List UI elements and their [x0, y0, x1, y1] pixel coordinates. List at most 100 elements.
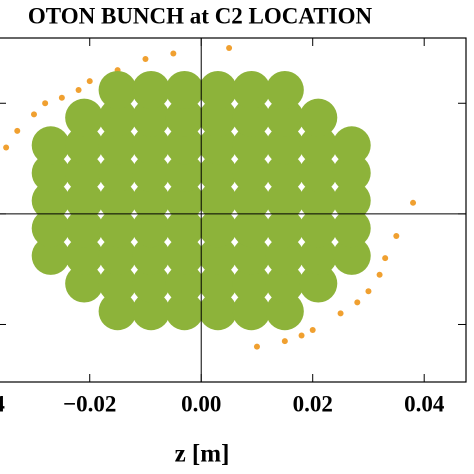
x-tick-label: 0.02 — [293, 391, 333, 416]
point — [410, 199, 417, 206]
point — [132, 209, 171, 248]
point — [298, 332, 305, 339]
point — [198, 292, 237, 331]
point — [198, 153, 237, 192]
point — [299, 98, 338, 137]
point — [132, 236, 171, 275]
point — [232, 264, 271, 303]
point — [31, 236, 70, 275]
point — [232, 236, 271, 275]
point — [232, 181, 271, 220]
point — [198, 126, 237, 165]
point — [382, 255, 389, 262]
point — [365, 288, 372, 295]
point — [165, 264, 204, 303]
point — [165, 153, 204, 192]
point — [232, 70, 271, 109]
point — [332, 181, 371, 220]
point — [30, 111, 37, 118]
point — [31, 181, 70, 220]
point — [65, 98, 104, 137]
chart-title: OTON BUNCH at C2 LOCATION — [28, 3, 373, 28]
x-tick-label: −0.02 — [63, 391, 116, 416]
point — [3, 144, 10, 151]
point — [86, 78, 93, 85]
point — [165, 292, 204, 331]
point — [132, 70, 171, 109]
point — [132, 98, 171, 137]
point — [232, 209, 271, 248]
point — [58, 94, 65, 101]
point — [98, 292, 137, 331]
point — [232, 153, 271, 192]
point — [253, 343, 260, 350]
point — [165, 181, 204, 220]
point — [170, 50, 177, 57]
point — [299, 126, 338, 165]
point — [65, 264, 104, 303]
point — [65, 153, 104, 192]
x-axis-label: z [m] — [175, 441, 230, 468]
point — [98, 264, 137, 303]
point — [232, 98, 271, 137]
point — [198, 98, 237, 137]
point — [14, 127, 21, 134]
point — [65, 236, 104, 275]
point — [98, 126, 137, 165]
point — [132, 264, 171, 303]
point — [31, 153, 70, 192]
point — [132, 126, 171, 165]
point — [265, 292, 304, 331]
x-tick-label: −0.04 — [0, 391, 5, 416]
point — [265, 181, 304, 220]
point — [165, 70, 204, 109]
point — [332, 236, 371, 275]
point — [376, 271, 383, 278]
point — [299, 153, 338, 192]
point — [265, 264, 304, 303]
point — [265, 209, 304, 248]
point — [31, 209, 70, 248]
point — [232, 126, 271, 165]
point — [65, 126, 104, 165]
point — [198, 264, 237, 303]
point — [226, 44, 233, 51]
plot-frame — [0, 37, 467, 383]
point — [299, 264, 338, 303]
point — [332, 153, 371, 192]
point — [132, 153, 171, 192]
point — [198, 181, 237, 220]
point — [142, 56, 149, 63]
point — [299, 236, 338, 275]
point — [98, 98, 137, 137]
point — [98, 153, 137, 192]
x-tick-label: 0.00 — [181, 391, 221, 416]
point — [98, 236, 137, 275]
point — [281, 338, 288, 345]
point — [132, 181, 171, 220]
point — [265, 70, 304, 109]
point — [299, 181, 338, 220]
point — [198, 209, 237, 248]
point — [98, 209, 137, 248]
point — [299, 209, 338, 248]
x-tick-label: 0.04 — [404, 391, 445, 416]
point — [42, 100, 49, 107]
point — [198, 70, 237, 109]
point — [65, 209, 104, 248]
point — [265, 126, 304, 165]
point — [332, 209, 371, 248]
point — [31, 126, 70, 165]
point — [65, 181, 104, 220]
point — [132, 292, 171, 331]
point — [265, 236, 304, 275]
point — [165, 209, 204, 248]
point — [265, 98, 304, 137]
point — [165, 98, 204, 137]
point — [309, 327, 316, 334]
point — [393, 232, 400, 239]
point — [98, 181, 137, 220]
point — [332, 126, 371, 165]
